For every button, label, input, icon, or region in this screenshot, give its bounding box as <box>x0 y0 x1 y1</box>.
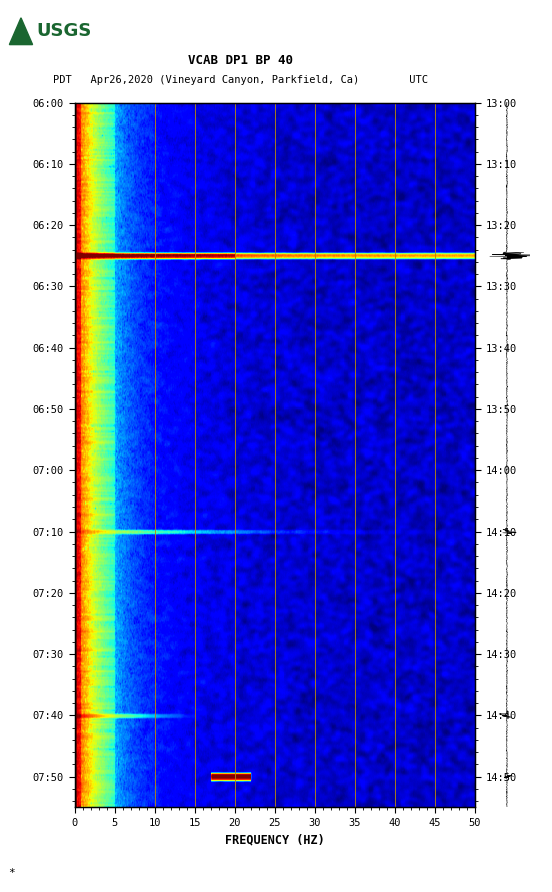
Polygon shape <box>9 18 33 45</box>
X-axis label: FREQUENCY (HZ): FREQUENCY (HZ) <box>225 833 325 847</box>
Text: VCAB DP1 BP 40: VCAB DP1 BP 40 <box>188 54 293 67</box>
Text: USGS: USGS <box>36 22 92 40</box>
Text: *: * <box>8 868 15 878</box>
Text: PDT   Apr26,2020 (Vineyard Canyon, Parkfield, Ca)        UTC: PDT Apr26,2020 (Vineyard Canyon, Parkfie… <box>52 75 428 85</box>
